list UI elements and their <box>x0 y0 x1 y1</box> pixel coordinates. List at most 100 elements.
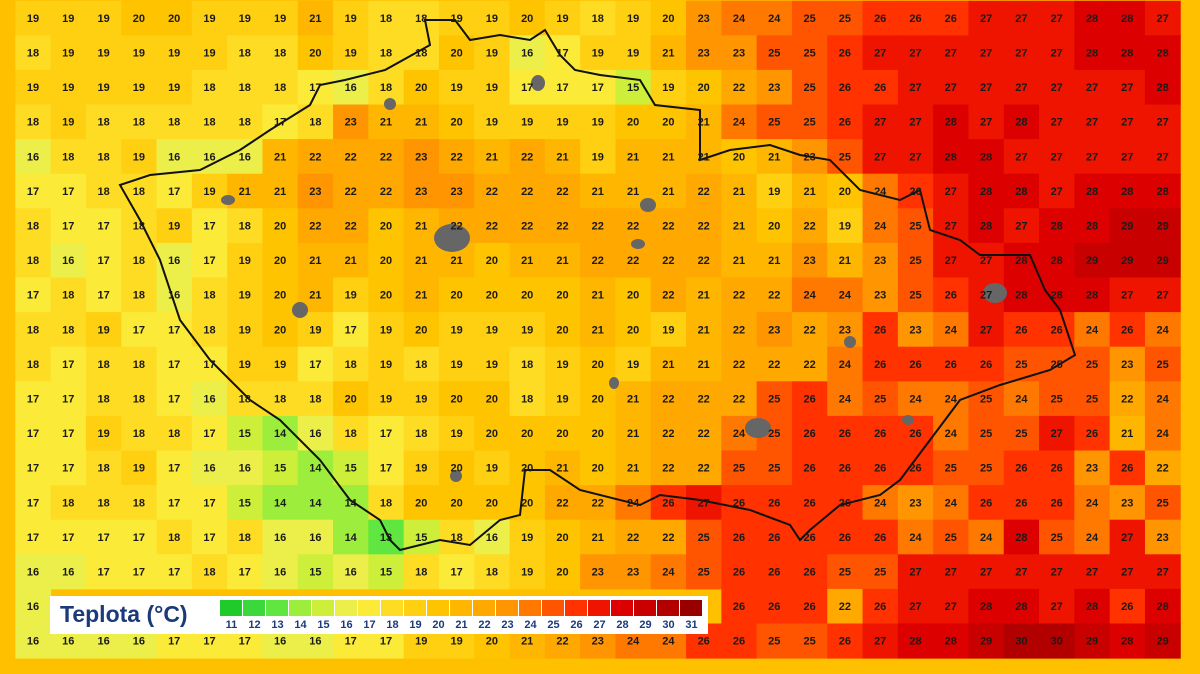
temperature-value: 21 <box>592 324 604 336</box>
temperature-value: 21 <box>662 359 674 371</box>
temperature-value: 20 <box>380 221 392 233</box>
temperature-value: 25 <box>909 221 921 233</box>
temperature-value: 23 <box>415 151 427 163</box>
temperature-value: 18 <box>62 151 74 163</box>
temperature-value: 17 <box>133 567 145 579</box>
temperature-cell <box>297 415 334 451</box>
temperature-cell <box>791 35 828 71</box>
temperature-value: 19 <box>380 324 392 336</box>
temperature-cell <box>686 242 722 278</box>
temperature-value: 15 <box>345 463 357 475</box>
temperature-cell <box>474 450 511 486</box>
temperature-cell <box>1109 208 1146 244</box>
temperature-cell <box>368 381 405 417</box>
legend-label: 17 <box>363 619 375 631</box>
temperature-cell <box>156 381 193 417</box>
temperature-cell <box>862 0 899 36</box>
temperature-cell <box>544 277 581 313</box>
temperature-cell <box>756 312 793 348</box>
temperature-value: 29 <box>980 636 992 648</box>
temperature-cell <box>50 173 87 209</box>
temperature-value: 19 <box>592 151 604 163</box>
temperature-value: 18 <box>203 82 215 94</box>
temperature-value: 20 <box>450 48 462 60</box>
legend-swatch <box>312 600 334 616</box>
temperature-cell <box>897 0 934 36</box>
temperature-value: 19 <box>62 117 74 129</box>
temperature-cell <box>721 312 758 348</box>
temperature-cell <box>333 485 369 521</box>
temperature-value: 30 <box>1051 636 1063 648</box>
temperature-value: 27 <box>1086 82 1098 94</box>
temperature-value: 22 <box>521 151 533 163</box>
temperature-value: 18 <box>521 394 533 406</box>
temperature-value: 22 <box>803 359 815 371</box>
temperature-cell <box>438 519 475 555</box>
temperature-value: 22 <box>698 463 710 475</box>
temperature-cell <box>721 242 758 278</box>
temperature-cell <box>686 208 722 244</box>
temperature-value: 18 <box>133 497 145 509</box>
temperature-cell <box>827 69 864 105</box>
legend-label: 22 <box>478 619 490 631</box>
city <box>531 75 545 91</box>
city <box>631 239 645 249</box>
temperature-value: 20 <box>662 117 674 129</box>
temperature-value: 21 <box>309 255 321 267</box>
temperature-value: 26 <box>874 324 886 336</box>
temperature-cell <box>897 242 934 278</box>
temperature-value: 15 <box>309 567 321 579</box>
temperature-cell <box>650 415 687 451</box>
temperature-cell <box>544 485 581 521</box>
temperature-value: 16 <box>62 255 74 267</box>
temperature-value: 15 <box>239 497 251 509</box>
temperature-cell <box>1039 623 1075 659</box>
temperature-cell <box>297 519 334 555</box>
temperature-cell <box>262 69 299 105</box>
temperature-cell <box>438 485 475 521</box>
temperature-value: 23 <box>839 324 851 336</box>
temperature-value: 26 <box>803 601 815 613</box>
temperature-value: 28 <box>980 601 992 613</box>
temperature-value: 25 <box>768 636 780 648</box>
temperature-value: 25 <box>980 394 992 406</box>
temperature-value: 22 <box>733 394 745 406</box>
temperature-cell <box>686 381 722 417</box>
temperature-value: 25 <box>768 463 780 475</box>
temperature-value: 17 <box>203 255 215 267</box>
temperature-cell <box>862 312 899 348</box>
temperature-value: 24 <box>945 428 958 440</box>
temperature-cell <box>121 485 158 521</box>
temperature-value: 27 <box>1015 221 1027 233</box>
legend-swatch <box>611 600 633 616</box>
temperature-value: 20 <box>521 463 533 475</box>
temperature-value: 21 <box>521 255 533 267</box>
temperature-value: 16 <box>309 532 321 544</box>
temperature-cell <box>756 381 793 417</box>
temperature-value: 27 <box>1051 428 1063 440</box>
temperature-value: 18 <box>450 532 462 544</box>
temperature-value: 27 <box>909 82 921 94</box>
temperature-cell <box>615 415 652 451</box>
temperature-cell <box>862 35 899 71</box>
temperature-value: 20 <box>380 290 392 302</box>
temperature-value: 22 <box>698 428 710 440</box>
temperature-cell <box>85 312 122 348</box>
temperature-cell <box>580 450 616 486</box>
temperature-cell <box>85 0 122 36</box>
temperature-cell <box>121 312 158 348</box>
legend-swatch <box>657 600 679 616</box>
temperature-cell <box>827 242 864 278</box>
temperature-value: 22 <box>521 186 533 198</box>
temperature-cell <box>933 139 969 175</box>
temperature-value: 26 <box>909 186 921 198</box>
temperature-value: 21 <box>521 636 533 648</box>
temperature-value: 20 <box>274 324 286 336</box>
temperature-cell <box>368 242 405 278</box>
temperature-cell <box>191 0 228 36</box>
temperature-value: 26 <box>1086 428 1098 440</box>
temperature-cell <box>85 519 122 555</box>
temperature-cell <box>403 0 440 36</box>
temperature-value: 28 <box>1086 290 1098 302</box>
cities <box>221 75 1007 482</box>
